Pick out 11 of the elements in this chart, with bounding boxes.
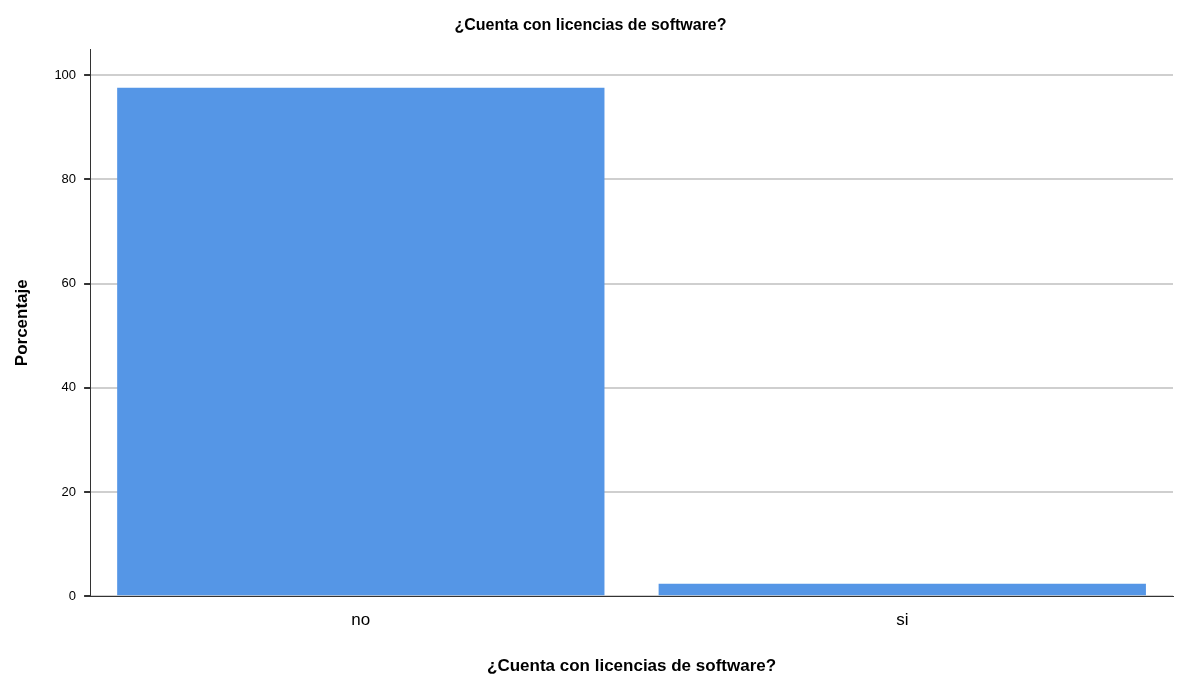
x-tick-label: no: [351, 610, 371, 630]
x-axis-title: ¿Cuenta con licencias de software?: [487, 656, 777, 676]
y-tick-label: 0: [68, 587, 77, 603]
x-tick-label: si: [896, 610, 909, 630]
y-tick-label: 20: [61, 483, 77, 499]
y-axis-title: Porcentaje: [11, 279, 31, 367]
y-tick-label: 40: [61, 379, 77, 395]
y-tick-label: 80: [61, 171, 77, 187]
y-tick-label: 60: [61, 275, 77, 291]
chart-title: ¿Cuenta con licencias de software?: [454, 16, 727, 34]
y-tick-label: 100: [54, 66, 77, 82]
